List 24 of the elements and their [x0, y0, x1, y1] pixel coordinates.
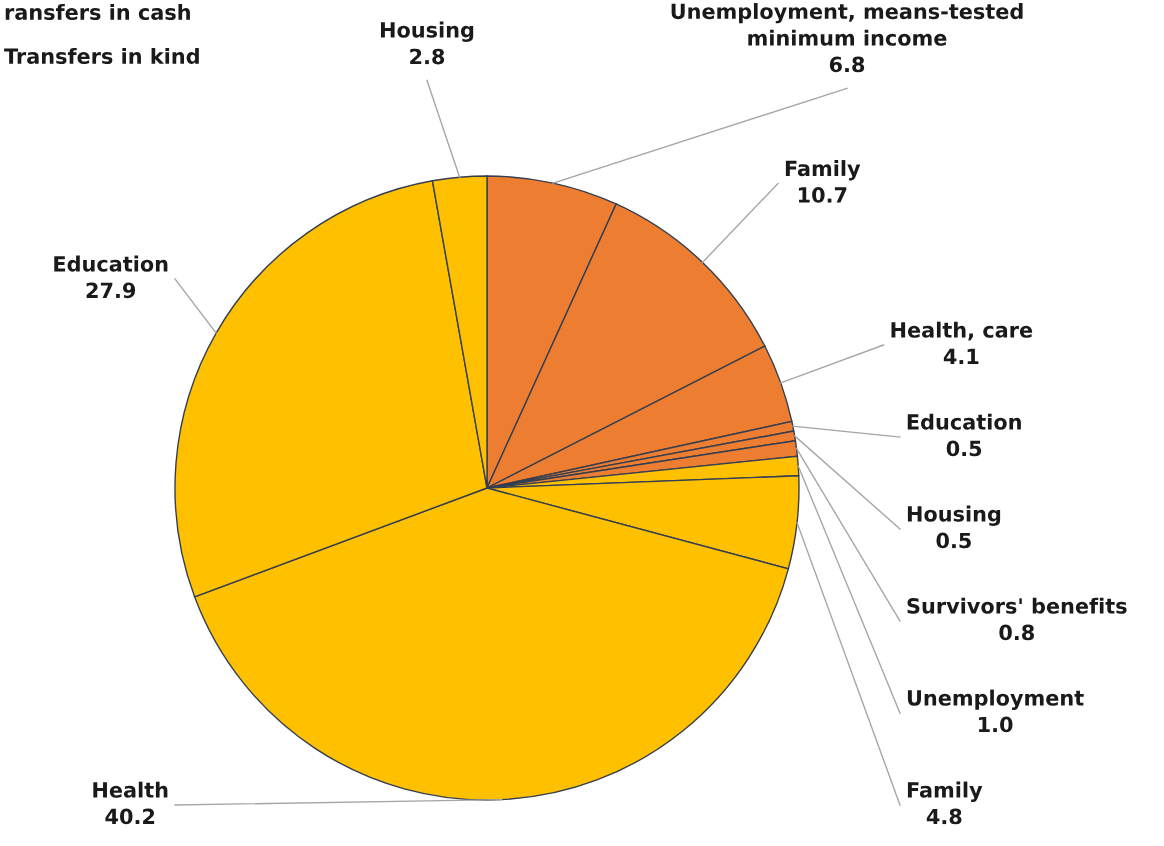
slice-label: Education — [907, 413, 1021, 430]
slice-label: Survivors' benefits — [907, 597, 1127, 614]
slice-label: Health — [93, 781, 168, 798]
text: Transfers in kind — [4, 47, 199, 65]
data-label: 6.8 — [829, 56, 865, 73]
data-label: 2.8 — [410, 48, 445, 65]
slice-label: Housing — [380, 21, 474, 42]
data-label: 40.2 — [105, 808, 155, 825]
slice-label: Family — [907, 781, 983, 802]
data-label: 0.8 — [999, 624, 1034, 641]
slice-label: Family — [785, 160, 861, 181]
data-label: 0.5 — [946, 440, 982, 457]
text: ransfers in cash — [5, 3, 190, 21]
slice-label: Unemployment, means-tested minimum income — [671, 3, 1023, 46]
data-label: 4.1 — [943, 348, 979, 364]
slice-label: Health, care — [891, 321, 1033, 341]
slice-label: Housing — [907, 505, 1001, 526]
slice-label: Education — [54, 255, 168, 272]
data-label: 4.8 — [926, 808, 962, 825]
data-label: 27.9 — [86, 282, 136, 299]
slice-label: Unemployment — [907, 689, 1084, 710]
data-label: 1.0 — [978, 716, 1013, 733]
data-label: 0.5 — [936, 532, 971, 549]
data-label: 10.7 — [798, 187, 847, 203]
